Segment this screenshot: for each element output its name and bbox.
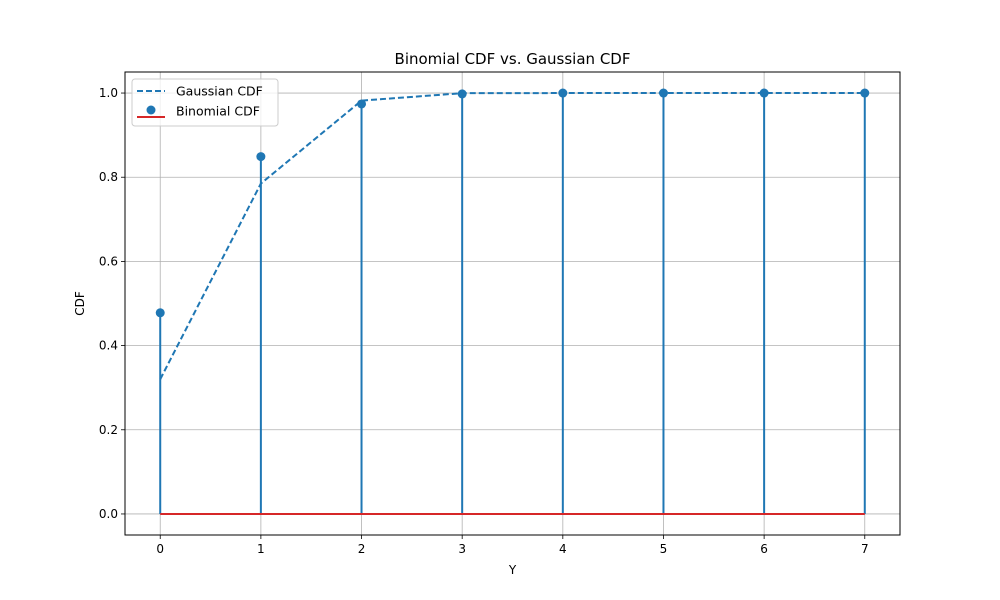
axis-ticks: 0 1 2 3 4 5 6 7 0.0 0.2 0.4 0.6 0.8 1.0 xyxy=(99,86,869,556)
binomial-cdf-marker xyxy=(256,152,266,162)
binomial-cdf-marker xyxy=(357,99,367,109)
x-tick-label: 5 xyxy=(660,542,668,556)
legend-gaussian-label: Gaussian CDF xyxy=(176,84,263,99)
y-tick-label: 0.2 xyxy=(99,423,118,437)
y-tick-label: 1.0 xyxy=(99,86,118,100)
legend-box xyxy=(131,78,279,127)
plot-frame xyxy=(124,71,901,536)
x-tick-label: 0 xyxy=(156,542,164,556)
y-axis-label: CDF xyxy=(73,291,87,316)
legend: Gaussian CDF Binomial CDF xyxy=(131,78,279,127)
binomial-cdf-marker xyxy=(558,88,568,98)
y-tick-label: 0.4 xyxy=(99,339,118,353)
y-tick-label: 0.8 xyxy=(99,170,118,184)
y-tick-label: 0.6 xyxy=(99,254,118,268)
binomial-cdf-marker xyxy=(759,88,769,98)
binomial-cdf-marker xyxy=(457,89,467,99)
chart-title: Binomial CDF vs. Gaussian CDF xyxy=(395,50,631,68)
x-tick-label: 3 xyxy=(458,542,466,556)
binomial-cdf-marker xyxy=(155,308,165,318)
x-tick-label: 1 xyxy=(257,542,265,556)
y-tick-label: 0.0 xyxy=(99,507,118,521)
x-tick-label: 7 xyxy=(861,542,869,556)
series-layer xyxy=(155,88,870,515)
x-tick-label: 4 xyxy=(559,542,567,556)
x-tick-label: 2 xyxy=(358,542,366,556)
binomial-cdf-marker xyxy=(658,88,668,98)
plot-area-background xyxy=(125,72,900,535)
legend-binomial-marker-swatch xyxy=(146,105,156,115)
x-axis-label: Y xyxy=(508,563,517,577)
binomial-cdf-marker xyxy=(860,88,870,98)
x-tick-label: 6 xyxy=(760,542,768,556)
legend-binomial-label: Binomial CDF xyxy=(176,104,260,119)
